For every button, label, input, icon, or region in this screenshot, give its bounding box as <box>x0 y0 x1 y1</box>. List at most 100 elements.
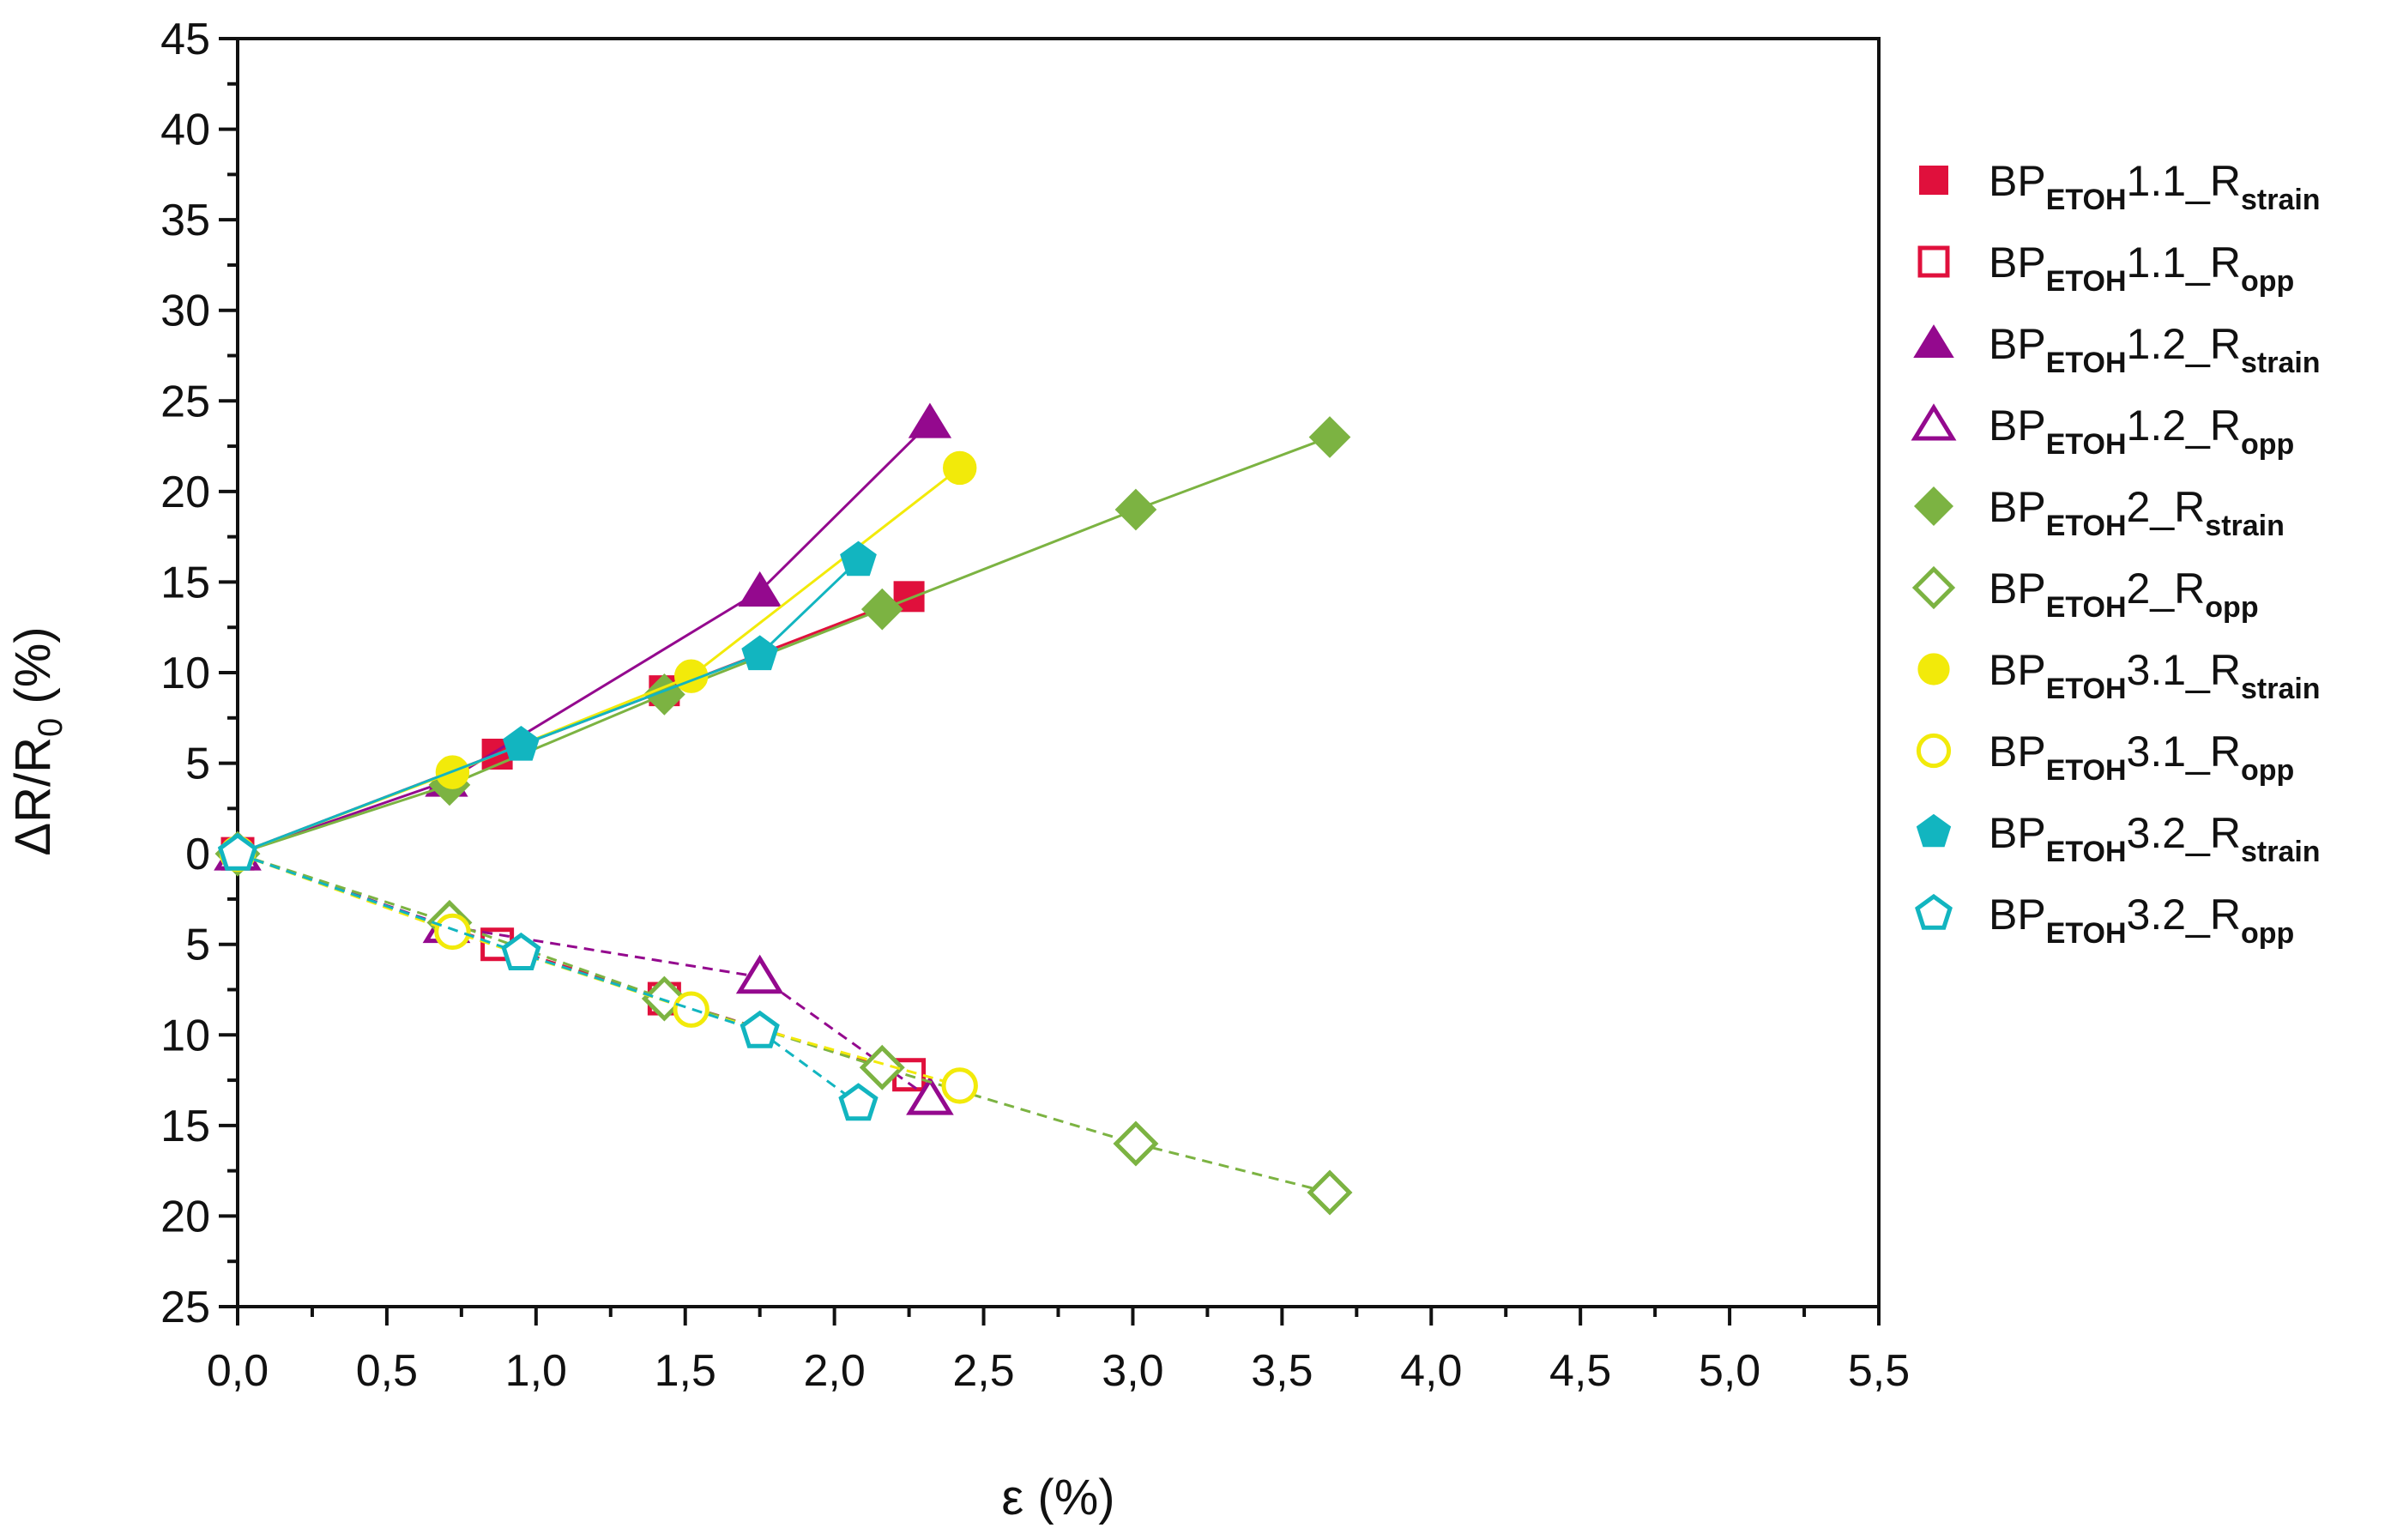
legend-item: BPETOH2_Rstrain <box>1913 483 2285 542</box>
legend-label: BPETOH3.1_Ropp <box>1989 728 2294 787</box>
data-point <box>503 725 540 761</box>
legend-item: BPETOH3.2_Rstrain <box>1916 809 2321 868</box>
data-point <box>1114 488 1157 531</box>
series-BP_ETOH1.1_R_opp <box>220 836 927 1092</box>
legend-marker <box>1913 324 1954 358</box>
series-BP_ETOH3.1_R_strain <box>220 450 977 871</box>
legend-label: BPETOH2_Ropp <box>1989 565 2259 624</box>
y-tick-label: 5 <box>185 740 210 789</box>
data-point <box>501 932 541 970</box>
legend-item: BPETOH1.2_Ropp <box>1911 402 2294 461</box>
series-BP_ETOH3.2_R_opp <box>217 832 878 1121</box>
data-point <box>941 1067 978 1104</box>
y-axis-title: ΔR/R0 (%) <box>5 626 69 855</box>
y-axis-title-sub: 0 <box>32 718 69 737</box>
y-tick-label: 40 <box>160 106 210 155</box>
x-tick-label: 0,0 <box>207 1346 269 1396</box>
x-tick-label: 5,5 <box>1848 1346 1910 1396</box>
plot-area <box>236 37 1881 1308</box>
y-tick-label: 20 <box>160 468 210 517</box>
legend-marker <box>1916 813 1952 848</box>
legend-marker <box>1917 245 1950 278</box>
y-tick-label: 15 <box>160 558 210 607</box>
data-point <box>434 913 471 951</box>
y-tick-label: 10 <box>160 649 210 698</box>
data-point <box>641 975 687 1022</box>
x-tick-label: 3,0 <box>1102 1346 1163 1396</box>
y-tick-label: 30 <box>160 287 210 336</box>
data-point <box>740 1010 780 1048</box>
data-point <box>908 402 952 438</box>
y-tick-label: 10 <box>160 1011 210 1060</box>
legend-label: BPETOH3.1_Rstrain <box>1989 646 2321 705</box>
y-tick-label: 35 <box>160 196 210 245</box>
y-tick-label: 5 <box>185 921 210 970</box>
legend-label: BPETOH3.2_Rstrain <box>1989 809 2321 868</box>
legend-item: BPETOH3.1_Ropp <box>1916 728 2294 787</box>
x-tick-label: 5,0 <box>1699 1346 1760 1396</box>
legend-marker <box>1919 166 1948 195</box>
series-BP_ETOH1.2_R_strain <box>215 402 952 870</box>
x-axis: 0,0 0,5 1,0 1,5 2,0 2,5 3,0 3,5 4,0 4,5 5,0 5,5 <box>207 1307 1910 1396</box>
x-axis-title: ε (%) <box>1001 1470 1114 1525</box>
data-point <box>735 954 784 994</box>
legend-label: BPETOH1.1_Ropp <box>1989 239 2294 298</box>
data-point <box>906 1076 954 1115</box>
y-tick-label: 15 <box>160 1102 210 1151</box>
x-tick-label: 0,5 <box>356 1346 418 1396</box>
data-point <box>217 832 258 871</box>
legend-item: BPETOH2_Ropp <box>1911 565 2259 624</box>
series-layer <box>214 402 1353 1216</box>
y-tick-label: 25 <box>160 1283 210 1332</box>
legend-marker <box>1915 893 1953 930</box>
data-point <box>1307 1169 1353 1216</box>
legend-item: BPETOH3.2_Ropp <box>1915 891 2294 950</box>
data-point <box>738 571 782 607</box>
data-point <box>741 635 779 671</box>
plot-frame <box>236 37 1881 1308</box>
series-line <box>237 559 860 855</box>
data-point <box>673 991 709 1028</box>
legend-marker <box>1913 486 1954 527</box>
x-tick-label: 2,0 <box>803 1346 865 1396</box>
legend: BPETOH1.1_Rstrain BPETOH1.1_Ropp BPETOH1.2… <box>1911 157 2321 950</box>
legend-marker <box>1911 403 1957 441</box>
legend-item: BPETOH1.1_Ropp <box>1917 239 2294 298</box>
data-point <box>859 1044 905 1090</box>
data-point <box>860 588 903 631</box>
data-point <box>643 673 685 716</box>
x-tick-label: 2,5 <box>952 1346 1014 1396</box>
y-tick-label: 20 <box>160 1192 210 1241</box>
data-point <box>943 450 977 486</box>
x-tick-label: 4,5 <box>1549 1346 1611 1396</box>
legend-marker <box>1911 565 1956 610</box>
x-tick-label: 1,5 <box>655 1346 716 1396</box>
x-tick-label: 3,5 <box>1251 1346 1313 1396</box>
series-line <box>237 421 931 855</box>
series-line <box>237 852 961 1087</box>
legend-marker <box>1917 653 1950 685</box>
y-axis-title-main: ΔR/R <box>5 737 61 856</box>
data-point <box>1308 416 1351 458</box>
legend-item: BPETOH1.1_Rstrain <box>1919 157 2321 216</box>
y-tick-label: 45 <box>160 15 210 64</box>
legend-label: BPETOH2_Rstrain <box>1989 483 2285 542</box>
x-tick-label: 4,0 <box>1400 1346 1462 1396</box>
legend-label: BPETOH3.2_Ropp <box>1989 891 2294 950</box>
legend-label: BPETOH1.1_Rstrain <box>1989 157 2321 216</box>
series-BP_ETOH2_R_opp <box>214 830 1353 1216</box>
legend-item: BPETOH3.1_Rstrain <box>1917 646 2321 705</box>
y-axis-title-suffix: (%) <box>5 626 61 717</box>
series-line <box>237 852 1331 1194</box>
x-tick-label: 1,0 <box>505 1346 567 1396</box>
data-point <box>840 541 877 577</box>
series-BP_ETOH3.2_R_strain <box>219 541 877 870</box>
data-point <box>1113 1120 1159 1167</box>
series-line <box>237 467 961 855</box>
y-tick-label: 0 <box>185 830 210 879</box>
legend-item: BPETOH1.2_Rstrain <box>1913 320 2321 379</box>
y-tick-label: 25 <box>160 377 210 426</box>
data-point <box>838 1083 878 1121</box>
legend-label: BPETOH1.2_Ropp <box>1989 402 2294 461</box>
